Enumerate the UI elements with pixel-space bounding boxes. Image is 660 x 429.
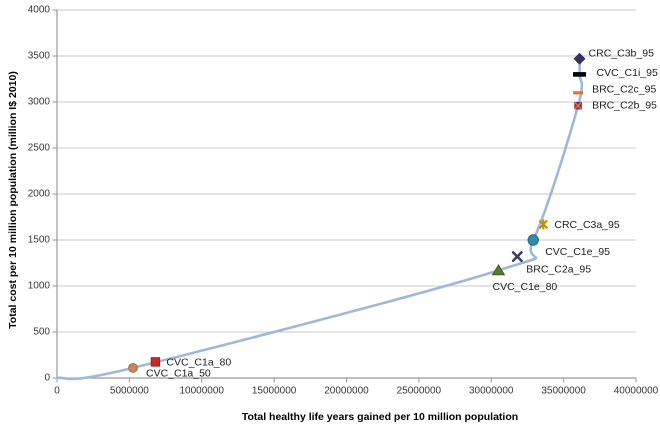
marker-x: [511, 251, 523, 263]
y-tick-label: 3500: [28, 51, 51, 62]
marker-dash: [573, 91, 584, 95]
marker-triangle: [491, 263, 506, 276]
point-label: CVC_C1a_50: [146, 368, 211, 380]
y-tick-label: 500: [33, 327, 50, 338]
marker-circle: [128, 362, 138, 373]
point-label: CRC_C3a_95: [554, 219, 620, 231]
marker-square: [150, 357, 161, 367]
y-tick-label: 1000: [28, 281, 51, 292]
marker-diamond: [573, 52, 586, 65]
point-label: BRC_C2b_95: [592, 99, 657, 111]
x-tick-label: 40000000: [614, 386, 659, 397]
y-tick-label: 2000: [28, 189, 51, 200]
y-axis-title: Total cost per 10 million population (mi…: [7, 71, 19, 329]
x-tick-label: 10000000: [180, 386, 225, 397]
x-tick-label: 5000000: [110, 386, 149, 397]
x-tick-label: 20000000: [324, 386, 369, 397]
point-label: BRC_C2c_95: [592, 84, 656, 96]
point-label: BRC_C2a_95: [526, 263, 591, 275]
marker-square-x: [574, 102, 582, 110]
frontier-line: [55, 57, 584, 381]
x-tick-label: 15000000: [252, 386, 297, 397]
marker-dash-bold: [573, 72, 587, 77]
point-label: CVC_C1e_80: [492, 281, 557, 293]
y-tick-label: 4000: [28, 5, 51, 16]
x-tick-label: 30000000: [469, 386, 514, 397]
x-tick-label: 35000000: [541, 386, 586, 397]
point-label: CVC_C1e_95: [545, 246, 610, 258]
x-axis-title: Total healthy life years gained per 10 m…: [242, 411, 518, 423]
y-tick-label: 1500: [28, 235, 51, 246]
x-tick-label: 0: [54, 386, 60, 397]
point-label: CRC_C3b_95: [589, 48, 655, 60]
y-tick-label: 0: [44, 373, 50, 384]
x-tick-label: 25000000: [397, 386, 442, 397]
point-label: CVC_C1a_80: [166, 357, 231, 369]
y-tick-label: 2500: [28, 143, 51, 154]
y-tick-label: 3000: [28, 97, 51, 108]
marker-circle: [527, 234, 539, 246]
point-label: CVC_C1i_95: [597, 67, 658, 79]
